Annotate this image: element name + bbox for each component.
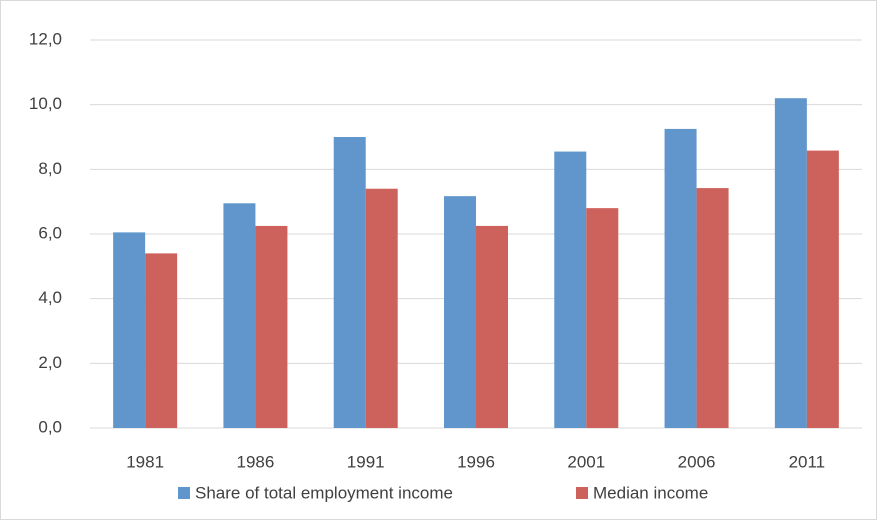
legend-label: Median income	[593, 483, 708, 502]
bar	[145, 253, 178, 428]
y-tick-label: 6,0	[38, 223, 62, 242]
bar	[476, 225, 508, 428]
x-tick-label: 2001	[567, 452, 605, 471]
bar	[664, 128, 697, 428]
x-tick-label: 1986	[237, 452, 275, 471]
y-tick-label: 2,0	[38, 353, 62, 372]
bar	[696, 188, 729, 428]
bar	[554, 151, 587, 429]
bar	[365, 188, 398, 428]
x-tick-label: 1991	[347, 452, 385, 471]
x-tick-label: 2006	[678, 452, 716, 471]
legend-swatch	[576, 487, 588, 499]
x-tick-label: 2011	[789, 452, 826, 471]
y-tick-label: 10,0	[29, 94, 62, 113]
bar	[223, 203, 256, 428]
y-tick-label: 4,0	[38, 288, 62, 307]
y-tick-label: 8,0	[38, 159, 62, 178]
legend-swatch	[178, 487, 190, 499]
y-tick-label: 0,0	[38, 417, 62, 436]
bar	[586, 208, 619, 428]
x-tick-label: 1981	[126, 452, 164, 471]
bar	[255, 225, 288, 428]
x-tick-label: 1996	[457, 452, 495, 471]
bar	[774, 98, 807, 428]
legend-label: Share of total employment income	[195, 483, 453, 502]
y-tick-label: 12,0	[29, 29, 62, 48]
bar	[444, 196, 476, 428]
bar	[806, 150, 839, 428]
bar	[333, 137, 366, 428]
bar	[113, 232, 146, 428]
